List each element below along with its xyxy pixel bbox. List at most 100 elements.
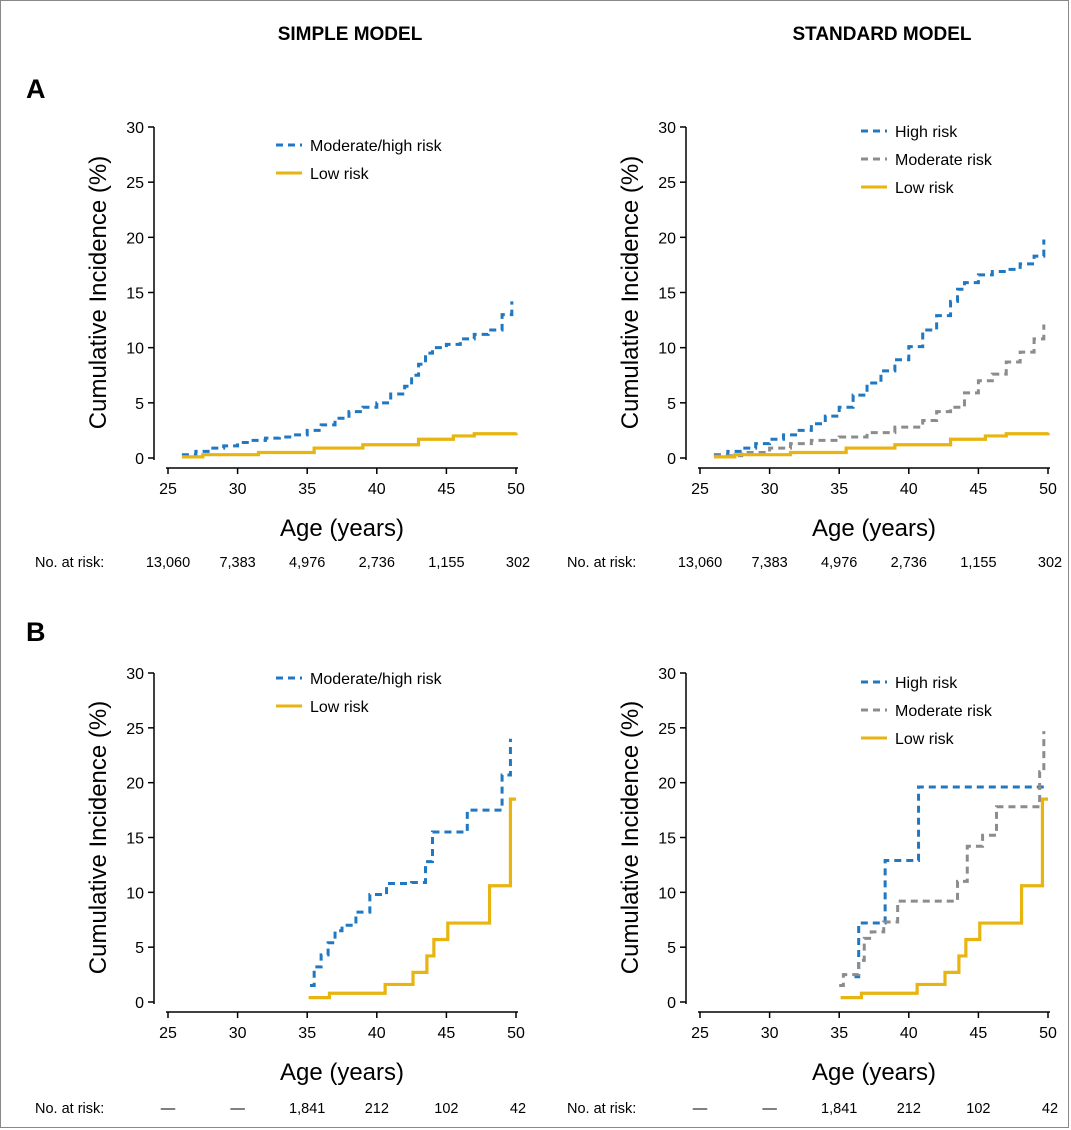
at-risk-value: — xyxy=(230,1101,245,1117)
y-tick-label: 0 xyxy=(667,451,676,468)
x-tick-label: 40 xyxy=(368,1025,386,1042)
series-line-low-risk xyxy=(181,432,518,459)
x-tick-label: 25 xyxy=(691,481,709,498)
y-tick-label: 5 xyxy=(667,396,676,413)
at-risk-value: 2,736 xyxy=(359,555,395,571)
legend-label: Low risk xyxy=(895,731,955,748)
x-axis-label: Age (years) xyxy=(812,515,936,542)
at-risk-label: No. at risk: xyxy=(567,1101,636,1117)
at-risk-value: — xyxy=(161,1101,176,1117)
series-line-low-risk xyxy=(308,797,516,1000)
series-line-moderate-high-risk xyxy=(181,301,514,457)
x-tick-label: 35 xyxy=(298,481,316,498)
y-tick-label: 20 xyxy=(658,230,676,247)
at-risk-value: 102 xyxy=(434,1101,458,1117)
x-tick-label: 45 xyxy=(438,481,456,498)
at-risk-value: — xyxy=(762,1101,777,1117)
at-risk-value: 7,383 xyxy=(219,555,255,571)
y-tick-label: 15 xyxy=(126,286,144,303)
y-tick-label: 25 xyxy=(658,721,676,738)
at-risk-label: No. at risk: xyxy=(35,1101,104,1117)
y-tick-label: 15 xyxy=(126,831,144,848)
y-axis-label: Cumulative Incidence (%) xyxy=(85,701,112,974)
at-risk-value: 302 xyxy=(506,555,530,571)
x-tick-label: 40 xyxy=(900,481,918,498)
y-tick-label: 25 xyxy=(658,175,676,192)
x-tick-label: 35 xyxy=(830,481,848,498)
series-line-low-risk xyxy=(840,797,1048,1000)
at-risk-value: 1,841 xyxy=(821,1101,857,1117)
panel-a-standard: 0 5 10 15 20 25 30 25 30 35 40 45 50 Cumulative Incid… xyxy=(567,120,1062,571)
at-risk-label: No. at risk: xyxy=(35,555,104,571)
x-tick-label: 30 xyxy=(761,481,779,498)
y-tick-label: 0 xyxy=(667,995,676,1012)
y-tick-label: 30 xyxy=(126,666,144,683)
at-risk-value: 102 xyxy=(966,1101,990,1117)
x-tick-label: 30 xyxy=(761,1025,779,1042)
x-tick-label: 35 xyxy=(298,1025,316,1042)
y-axis-label: Cumulative Incidence (%) xyxy=(85,156,112,429)
legend-label: Moderate risk xyxy=(895,152,993,169)
x-tick-label: 50 xyxy=(1039,1025,1057,1042)
at-risk-value: 42 xyxy=(510,1101,526,1117)
series-line-high-risk xyxy=(713,239,1046,457)
x-tick-label: 40 xyxy=(900,1025,918,1042)
series-line-high-risk xyxy=(854,785,1048,979)
row-label-a: A xyxy=(26,74,46,104)
y-tick-label: 25 xyxy=(126,721,144,738)
panel-b-simple: 0 5 10 15 20 25 30 25 30 35 40 45 50 Cumulative Incid… xyxy=(35,666,526,1117)
at-risk-value: 1,155 xyxy=(428,555,464,571)
x-tick-label: 45 xyxy=(970,1025,988,1042)
at-risk-value: 302 xyxy=(1038,555,1062,571)
at-risk-value: 7,383 xyxy=(751,555,787,571)
column-title-standard: STANDARD MODEL xyxy=(792,24,971,45)
y-tick-label: 5 xyxy=(667,940,676,957)
x-tick-label: 30 xyxy=(229,1025,247,1042)
x-tick-label: 45 xyxy=(438,1025,456,1042)
y-tick-label: 5 xyxy=(135,396,144,413)
y-tick-label: 30 xyxy=(126,120,144,137)
y-tick-label: 10 xyxy=(658,885,676,902)
x-tick-label: 25 xyxy=(691,1025,709,1042)
y-tick-label: 10 xyxy=(126,885,144,902)
series-line-moderate-risk xyxy=(839,731,1046,988)
y-tick-label: 0 xyxy=(135,995,144,1012)
legend-label: High risk xyxy=(895,124,958,141)
x-axis-label: Age (years) xyxy=(812,1059,936,1086)
at-risk-value: 2,736 xyxy=(891,555,927,571)
at-risk-value: 212 xyxy=(365,1101,389,1117)
x-tick-label: 35 xyxy=(830,1025,848,1042)
at-risk-label: No. at risk: xyxy=(567,555,636,571)
legend-label: High risk xyxy=(895,675,958,692)
series-line-moderate-high-risk xyxy=(309,738,512,988)
legend-label: Low risk xyxy=(895,180,955,197)
x-tick-label: 45 xyxy=(970,481,988,498)
x-tick-label: 50 xyxy=(1039,481,1057,498)
series-line-low-risk xyxy=(713,432,1050,459)
y-tick-label: 30 xyxy=(658,666,676,683)
x-tick-label: 40 xyxy=(368,481,386,498)
at-risk-value: 4,976 xyxy=(821,555,857,571)
y-tick-label: 20 xyxy=(126,230,144,247)
at-risk-value: 13,060 xyxy=(146,555,190,571)
row-label-b: B xyxy=(26,617,46,647)
legend-label: Low risk xyxy=(310,166,370,183)
column-title-simple: SIMPLE MODEL xyxy=(278,24,423,45)
x-tick-label: 25 xyxy=(159,1025,177,1042)
x-tick-label: 50 xyxy=(507,481,525,498)
y-tick-label: 20 xyxy=(126,776,144,793)
y-axis-label: Cumulative Incidence (%) xyxy=(617,701,644,974)
at-risk-value: 1,155 xyxy=(960,555,996,571)
x-tick-label: 50 xyxy=(507,1025,525,1042)
at-risk-value: 42 xyxy=(1042,1101,1058,1117)
y-tick-label: 5 xyxy=(135,940,144,957)
x-axis-label: Age (years) xyxy=(280,515,404,542)
panel-a-simple: 0 5 10 15 20 25 30 25 30 35 40 45 50 Cumulative Incid… xyxy=(35,120,530,571)
y-tick-label: 15 xyxy=(658,286,676,303)
series-line-moderate-risk xyxy=(713,324,1046,458)
at-risk-value: 212 xyxy=(897,1101,921,1117)
y-tick-label: 30 xyxy=(658,120,676,137)
at-risk-value: — xyxy=(693,1101,708,1117)
